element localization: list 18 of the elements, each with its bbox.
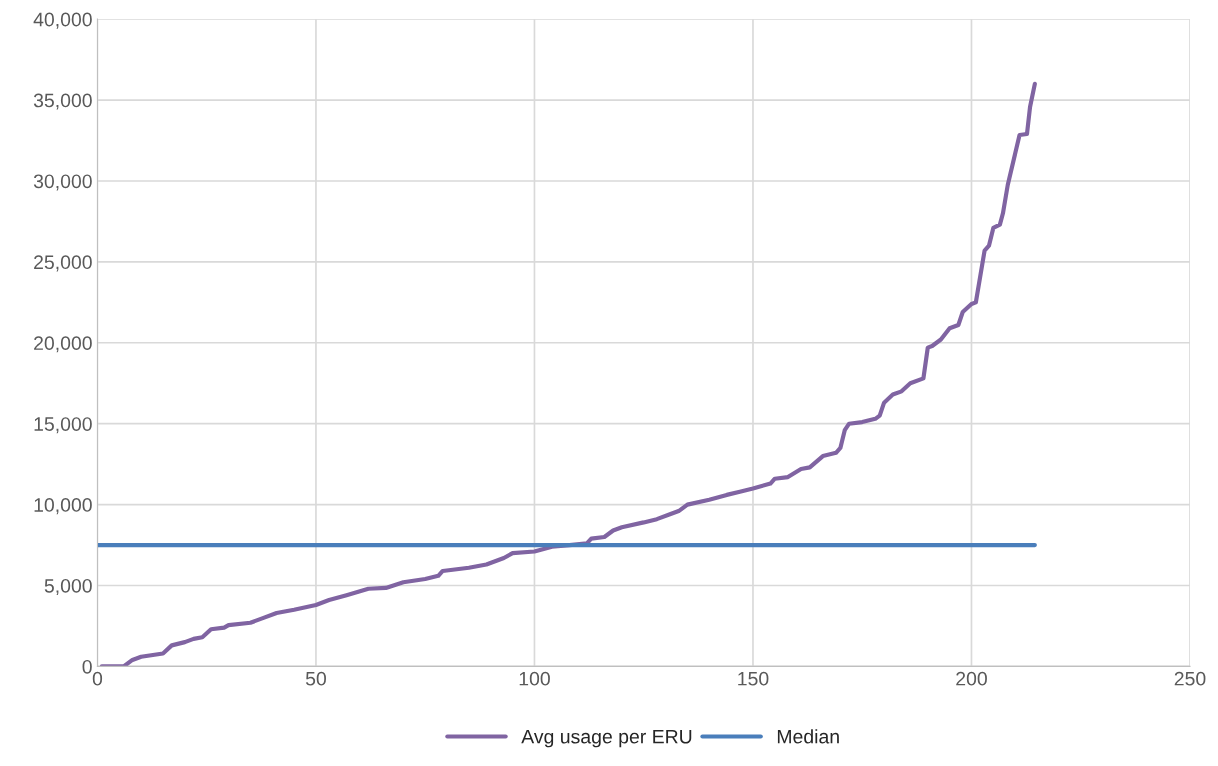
x-tick-label: 50 [305, 671, 326, 686]
y-tick-label: 15,000 [34, 417, 92, 434]
x-tick-label: 250 [1174, 671, 1206, 686]
legend-label: Avg usage per ERU [521, 729, 692, 748]
y-tick-label: 20,000 [34, 336, 92, 353]
y-tick-label: 35,000 [33, 93, 92, 110]
x-tick-label: 150 [738, 671, 769, 686]
y-tick-label: 5,000 [44, 578, 92, 596]
y-tick-label: 40,000 [33, 12, 92, 29]
legend-label: Median [777, 729, 839, 744]
x-tick-label: 200 [956, 671, 987, 686]
y-tick-label: 10,000 [34, 498, 92, 515]
line-series [99, 81, 1037, 667]
x-tick-label: 100 [519, 671, 550, 686]
y-tick-label: 0 [82, 659, 92, 674]
y-tick-label: 30,000 [33, 174, 92, 191]
x-tick-label: 0 [92, 671, 103, 686]
y-tick-label: 25,000 [34, 255, 92, 272]
